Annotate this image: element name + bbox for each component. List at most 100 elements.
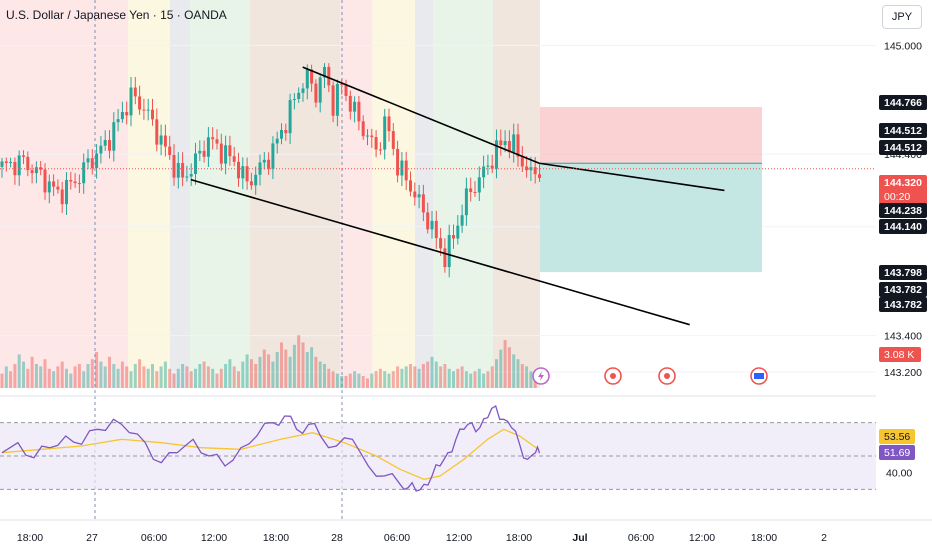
volume-bar-103 xyxy=(443,364,447,388)
symbol-title: U.S. Dollar / Japanese Yen · 15 · OANDA xyxy=(6,8,227,22)
candle-body-87 xyxy=(374,137,378,150)
volume-bar-44 xyxy=(189,371,193,388)
candle-body-33 xyxy=(142,109,146,111)
volume-bar-62 xyxy=(267,354,271,388)
candle-body-57 xyxy=(245,166,249,182)
candle-body-51 xyxy=(219,143,223,164)
price-tag-bg-2 xyxy=(879,140,927,155)
volume-bar-67 xyxy=(288,356,292,388)
candle-body-80 xyxy=(344,84,348,96)
candle-body-122 xyxy=(525,166,529,171)
volume-bar-35 xyxy=(151,364,154,388)
candle-body-110 xyxy=(473,191,477,193)
candle-body-36 xyxy=(155,119,159,145)
candle-body-16 xyxy=(69,179,73,182)
candle-body-55 xyxy=(237,161,240,179)
candle-body-118 xyxy=(507,141,511,153)
candle-body-77 xyxy=(331,85,335,116)
volume-bar-93 xyxy=(400,368,404,388)
volume-tag-bg xyxy=(879,347,921,362)
candle-body-66 xyxy=(284,129,288,134)
volume-bar-57 xyxy=(245,354,249,388)
time-tick-label-11: 12:00 xyxy=(689,532,715,544)
time-axis[interactable]: 18:00 27 06:00 12:00 18:00 28 06:00 12:00 18:00 J… xyxy=(0,519,932,544)
price-tag-7: 143.782 xyxy=(884,284,922,296)
short-position-tool[interactable] xyxy=(540,107,762,273)
volume-bar-34 xyxy=(146,368,150,388)
candle-body-6 xyxy=(26,156,30,171)
candle-body-112 xyxy=(482,166,486,178)
candle-body-91 xyxy=(391,131,395,149)
volume-bar-58 xyxy=(249,359,253,388)
volume-bar-105 xyxy=(452,371,455,388)
candle-body-75 xyxy=(323,66,326,78)
session-band-6 xyxy=(340,0,372,388)
volume-bar-112 xyxy=(482,373,486,388)
price-tag-bg-5 xyxy=(879,219,927,234)
volume-bar-0 xyxy=(0,373,4,388)
event-markers[interactable] xyxy=(532,367,768,385)
volume-bar-106 xyxy=(456,368,460,388)
session-band-3 xyxy=(170,0,190,388)
volume-bar-69 xyxy=(297,335,301,388)
volume-bar-40 xyxy=(172,373,176,388)
volume-bar-118 xyxy=(507,347,511,388)
candle-body-111 xyxy=(477,177,481,193)
candle-body-59 xyxy=(254,174,258,186)
candle-body-58 xyxy=(249,181,253,186)
candle-body-14 xyxy=(60,189,64,205)
rsi-tick-label: 40.00 xyxy=(886,468,912,480)
price-tag-1: 144.512 xyxy=(884,125,922,137)
candle-body-70 xyxy=(301,88,305,93)
volume-bar-50 xyxy=(215,373,219,388)
candle-body-47 xyxy=(202,150,206,157)
candle-body-32 xyxy=(138,96,142,110)
price-axis[interactable]: 145.000144.400144.000143.400143.200144.7… xyxy=(876,0,932,550)
price-tag-5: 144.140 xyxy=(884,221,922,233)
currency-button[interactable]: JPY xyxy=(882,5,922,29)
volume-bar-97 xyxy=(417,368,421,388)
volume-bar-15 xyxy=(65,368,68,388)
candle-body-83 xyxy=(357,101,361,122)
candle-body-115 xyxy=(495,140,498,169)
candle-body-94 xyxy=(404,160,408,181)
volume-bar-104 xyxy=(447,368,451,388)
candle-body-104 xyxy=(447,235,451,268)
candle-body-81 xyxy=(348,95,352,112)
candle-body-114 xyxy=(490,165,494,169)
session-band-0 xyxy=(0,0,95,388)
candle-body-23 xyxy=(99,145,103,154)
volume-bar-107 xyxy=(460,366,464,388)
time-tick-label-1: 27 xyxy=(86,532,98,544)
candle-body-18 xyxy=(77,183,81,185)
rsi-ma-tag-bg xyxy=(879,429,915,444)
rsi-ma-tag: 53.56 xyxy=(884,431,910,443)
descending-channel-drawing[interactable] xyxy=(190,66,725,326)
time-tick-label-12: 18:00 xyxy=(751,532,777,544)
candle-body-40 xyxy=(172,154,176,178)
candle-body-69 xyxy=(297,92,301,99)
volume-bar-46 xyxy=(198,364,202,388)
volume-bar-88 xyxy=(378,368,382,388)
channel-line-1 xyxy=(539,162,725,192)
volume-bar-22 xyxy=(95,352,99,388)
candle-body-117 xyxy=(503,141,507,146)
volume-bar-101 xyxy=(434,361,438,388)
candle-body-93 xyxy=(400,160,404,176)
volume-bar-114 xyxy=(490,366,494,388)
volume-bar-95 xyxy=(409,364,412,388)
session-band-5 xyxy=(250,0,340,388)
volume-bar-113 xyxy=(486,371,490,388)
candle-body-120 xyxy=(516,134,520,157)
candle-body-26 xyxy=(112,122,116,151)
price-tag-0: 144.766 xyxy=(884,97,922,109)
channel-line-0 xyxy=(302,66,540,164)
volume-bar-18 xyxy=(77,364,81,388)
candle-body-10 xyxy=(43,169,47,193)
volume-bar-23 xyxy=(99,361,103,388)
us-flag-icon xyxy=(754,373,764,379)
candle-body-102 xyxy=(439,238,443,249)
candle-body-88 xyxy=(378,149,382,151)
volume-bar-122 xyxy=(525,366,529,388)
